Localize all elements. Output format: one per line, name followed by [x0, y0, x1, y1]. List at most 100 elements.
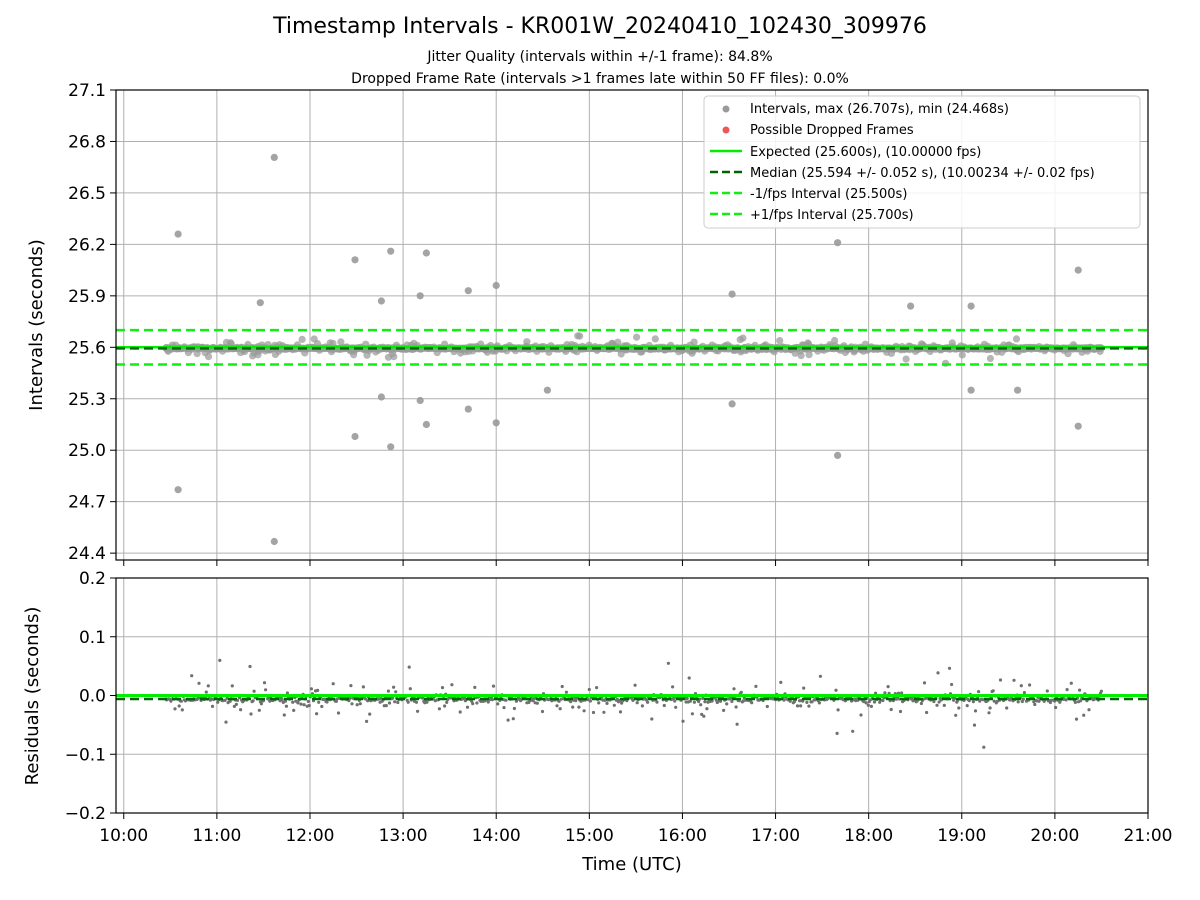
tick-label-x: 18:00: [844, 826, 893, 846]
residual-point: [320, 704, 324, 709]
intervals-y-label: Intervals (seconds): [26, 239, 47, 411]
interval-outlier-point: [422, 249, 430, 257]
interval-point: [298, 335, 306, 343]
residual-point: [216, 700, 220, 704]
residual-point: [732, 687, 736, 691]
residual-point: [307, 703, 311, 708]
residual-point: [416, 709, 420, 713]
residual-point: [291, 700, 295, 704]
residual-point: [739, 690, 743, 694]
residual-point: [315, 712, 319, 716]
residual-point: [836, 708, 840, 712]
residual-point: [190, 674, 194, 678]
residual-point: [788, 699, 792, 703]
residual-point: [264, 688, 268, 692]
residual-point: [801, 699, 805, 703]
residual-point: [1021, 697, 1025, 701]
residual-point: [965, 704, 969, 708]
interval-point: [690, 338, 698, 346]
residual-point: [982, 745, 986, 749]
tick-label-x: 10:00: [99, 826, 148, 846]
residual-point: [252, 689, 256, 693]
residual-point: [1078, 688, 1082, 692]
tick-label-y: 26.5: [68, 184, 106, 204]
tick-label-y: 26.8: [68, 132, 106, 152]
interval-point: [902, 355, 910, 363]
interval-outlier-point: [1074, 422, 1082, 430]
residual-point: [991, 689, 995, 693]
residual-point: [1005, 706, 1009, 710]
residual-point: [249, 712, 253, 716]
interval-outlier-point: [387, 443, 395, 451]
residual-point: [795, 704, 800, 708]
residual-point: [992, 699, 996, 703]
residual-point: [210, 704, 215, 709]
residual-point: [490, 698, 495, 702]
residual-point: [859, 713, 863, 717]
residual-point: [889, 707, 893, 712]
residual-point: [935, 703, 939, 707]
residual-point: [722, 708, 726, 713]
residual-point: [646, 700, 650, 704]
residual-point: [336, 711, 341, 715]
residual-point: [730, 699, 734, 704]
residual-point: [387, 701, 392, 705]
tick-label-x: 13:00: [379, 826, 428, 846]
tick-label-x: 11:00: [192, 826, 241, 846]
tick-label-y: −0.2: [65, 804, 106, 824]
residual-point: [919, 701, 924, 706]
interval-outlier-point: [174, 230, 182, 238]
tick-label-x: 21:00: [1124, 826, 1173, 846]
residual-point: [282, 713, 286, 717]
legend-marker-dropped: [722, 126, 730, 134]
interval-outlier-point: [728, 290, 736, 298]
residual-point: [582, 709, 586, 713]
residual-point: [947, 666, 952, 670]
residual-point: [835, 731, 839, 736]
tick-label-y: 25.0: [68, 441, 106, 461]
interval-outlier-point: [416, 396, 424, 405]
residual-point: [486, 700, 490, 704]
residual-point: [805, 700, 809, 705]
residual-point: [673, 699, 677, 703]
x-axis-label: Time (UTC): [581, 854, 682, 875]
residual-point: [569, 700, 573, 704]
residual-point: [1065, 688, 1069, 692]
residual-point: [471, 702, 475, 706]
legend-box: [703, 95, 1141, 229]
residual-point: [407, 665, 411, 669]
residual-point: [394, 690, 398, 694]
residual-point: [734, 705, 738, 709]
residual-point: [872, 700, 877, 704]
interval-point: [958, 351, 966, 359]
tick-label-x: 12:00: [285, 826, 334, 846]
interval-outlier-point: [377, 393, 385, 401]
legend-label-median: Median (25.594 +/- 0.052 s), (10.00234 +…: [750, 166, 1095, 181]
interval-outlier-point: [967, 302, 975, 310]
residual-point: [449, 696, 453, 700]
interval-outlier-point: [270, 537, 278, 546]
residual-point: [662, 703, 666, 708]
residual-point: [932, 699, 936, 704]
residual-point: [922, 681, 927, 685]
jitter-quality-subtitle: Jitter Quality (intervals within +/-1 fr…: [427, 49, 773, 65]
residual-point: [408, 687, 412, 691]
legend-label-expected: Expected (25.600s), (10.00000 fps): [750, 145, 981, 160]
residual-point: [440, 686, 445, 690]
interval-point: [337, 338, 345, 346]
residual-point: [1073, 700, 1077, 705]
residual-point: [450, 683, 454, 687]
residual-point: [602, 710, 606, 714]
residual-point: [280, 698, 284, 702]
residual-point: [350, 702, 354, 706]
tick-label-y: 0.2: [79, 569, 106, 589]
residual-point: [391, 696, 395, 700]
residual-point: [302, 703, 306, 707]
tick-label-y: 27.1: [68, 81, 106, 101]
dropped-frame-subtitle: Dropped Frame Rate (intervals >1 frames …: [351, 71, 849, 87]
residual-point: [325, 700, 329, 704]
residual-point: [558, 707, 562, 711]
residual-point: [701, 696, 705, 701]
residual-point: [972, 723, 977, 727]
tick-label-x: 17:00: [751, 826, 800, 846]
